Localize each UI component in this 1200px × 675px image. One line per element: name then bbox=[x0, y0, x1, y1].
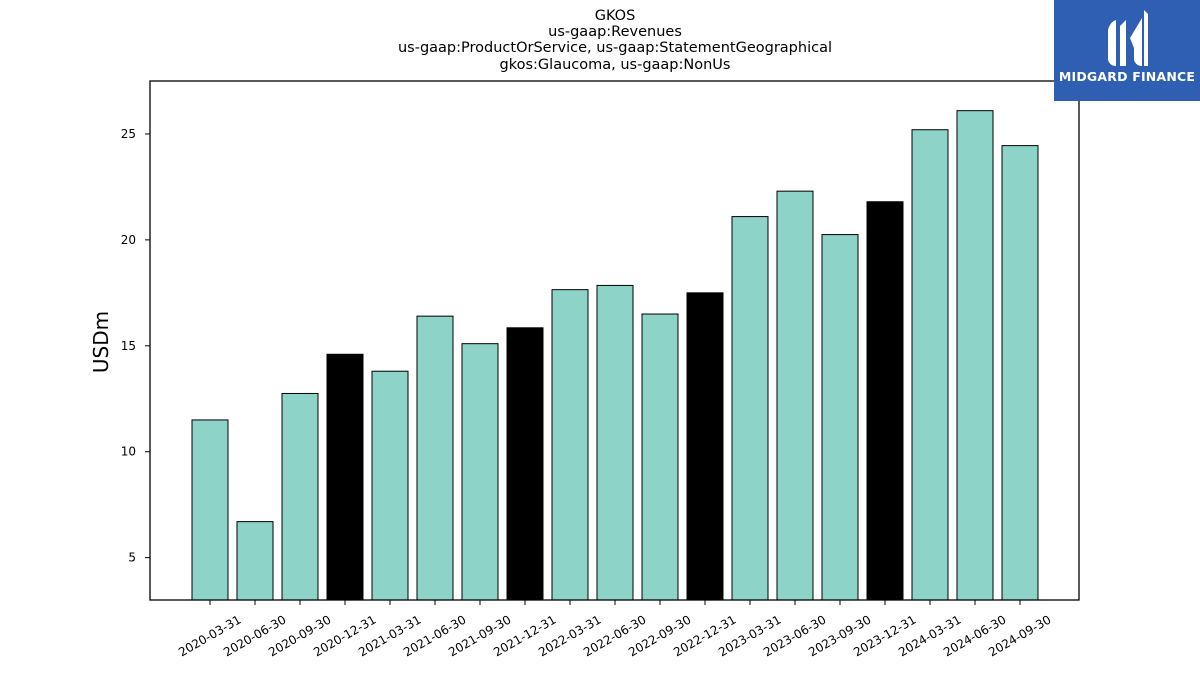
bar-2020-06-30 bbox=[236, 521, 274, 601]
logo-text: MIDGARD FINANCE bbox=[1058, 69, 1196, 84]
midgard-finance-logo: MIDGARD FINANCE bbox=[1054, 0, 1200, 101]
bar-2020-12-31 bbox=[326, 353, 364, 601]
bars-group bbox=[191, 110, 1039, 601]
bar-2023-09-30 bbox=[821, 234, 859, 601]
bar-2024-06-30 bbox=[956, 110, 994, 601]
plot-area-frame bbox=[149, 80, 1080, 601]
bar-2023-03-31 bbox=[731, 216, 769, 601]
bar-2021-12-31 bbox=[506, 327, 544, 601]
bar-2023-12-31 bbox=[866, 201, 904, 601]
y-tick-label-20: 20 bbox=[121, 233, 136, 247]
title-line-4: gkos:Glaucoma, us-gaap:NonUs bbox=[500, 57, 731, 73]
bar-2020-03-31 bbox=[191, 419, 229, 601]
bar-2024-09-30 bbox=[1001, 145, 1039, 601]
bar-2021-03-31 bbox=[371, 370, 409, 601]
y-axis-label: USDm bbox=[89, 311, 113, 373]
bar-2022-03-31 bbox=[551, 289, 589, 601]
bar-2022-09-30 bbox=[641, 313, 679, 601]
bar-2022-06-30 bbox=[596, 284, 634, 601]
title-line-1: GKOS bbox=[595, 8, 636, 24]
y-tick-label-15: 15 bbox=[121, 339, 136, 353]
bar-2022-12-31 bbox=[686, 292, 724, 601]
bar-2021-09-30 bbox=[461, 343, 499, 601]
y-axis: 5 10 15 20 25 bbox=[121, 127, 150, 565]
chart-title: GKOS us-gaap:Revenues us-gaap:ProductOrS… bbox=[398, 8, 832, 73]
bar-2021-06-30 bbox=[416, 315, 454, 601]
bar-2020-09-30 bbox=[281, 392, 319, 601]
y-tick-label-25: 25 bbox=[121, 127, 136, 141]
title-line-3: us-gaap:ProductOrService, us-gaap:Statem… bbox=[398, 40, 832, 56]
y-tick-label-5: 5 bbox=[128, 551, 136, 565]
title-line-2: us-gaap:Revenues bbox=[548, 24, 682, 40]
logo-mark-icon bbox=[1108, 10, 1148, 66]
bar-2024-03-31 bbox=[911, 129, 949, 601]
y-tick-label-10: 10 bbox=[121, 445, 136, 459]
x-axis: 2020-03-312020-06-302020-09-302020-12-31… bbox=[176, 600, 1054, 659]
bar-2023-06-30 bbox=[776, 190, 814, 601]
